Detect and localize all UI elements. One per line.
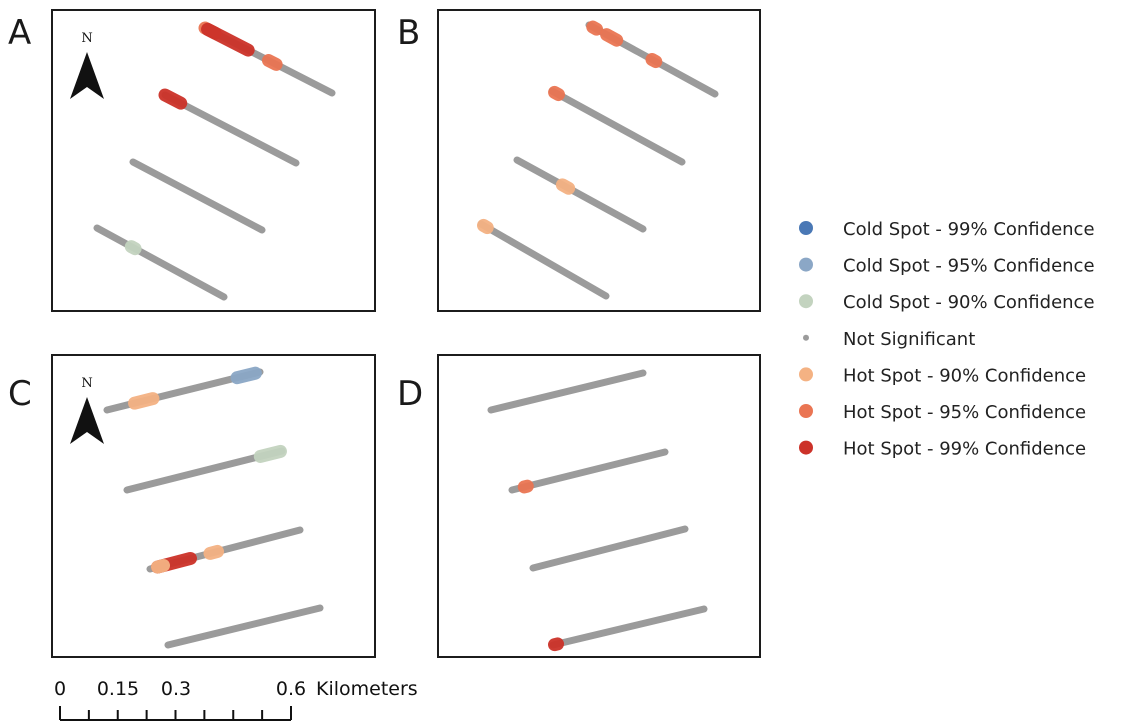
not-significant-points	[93, 224, 228, 301]
panel-frame	[437, 9, 761, 312]
hotspot-cluster-hot95	[645, 53, 663, 69]
not-significant-points	[548, 87, 686, 166]
map-panel-b: B	[397, 9, 761, 312]
north-label: N	[81, 31, 92, 46]
legend-swatch	[799, 367, 813, 382]
north-arrow-icon: N	[70, 31, 104, 99]
not-significant-points	[164, 604, 324, 649]
panel-label: C	[8, 374, 32, 414]
hotspot-cluster-hot95	[600, 28, 624, 47]
legend-swatch	[799, 257, 813, 272]
transect-line	[146, 526, 304, 574]
transect-line	[487, 369, 647, 414]
scale-tick-label: 0.15	[97, 678, 139, 700]
legend-label: Not Significant	[843, 329, 975, 350]
transect-line	[198, 21, 336, 97]
panel-frame	[51, 9, 376, 312]
hotspot-cluster-hot99	[201, 22, 255, 57]
scale-tick-label: 0	[54, 678, 66, 700]
legend-swatch	[803, 334, 809, 341]
hotspot-cluster-hot90	[555, 178, 576, 195]
transect-line	[477, 218, 610, 300]
north-label: N	[81, 376, 92, 391]
legend-label: Hot Spot - 99% Confidence	[843, 439, 1086, 460]
legend-swatch	[799, 221, 813, 235]
not-significant-points	[513, 156, 647, 233]
transect-line	[158, 88, 300, 167]
not-significant-points	[129, 158, 266, 234]
transect-line	[548, 85, 686, 166]
hotspot-cluster-cold90	[124, 240, 142, 256]
legend-swatch	[799, 294, 813, 309]
hotspot-cluster-hot90	[128, 392, 160, 410]
transect-line	[103, 366, 264, 414]
north-arrow-icon: N	[70, 376, 104, 444]
not-significant-points	[529, 525, 689, 572]
legend-label: Cold Spot - 90% Confidence	[843, 292, 1095, 313]
legend-label: Hot Spot - 90% Confidence	[843, 365, 1086, 386]
panel-label: B	[397, 13, 420, 53]
legend-item-cold90: Cold Spot - 90% Confidence	[799, 292, 1095, 313]
north-arrow-shape	[70, 397, 104, 444]
north-arrow-shape	[70, 52, 104, 99]
legend-swatch	[799, 404, 813, 418]
transect-line	[129, 158, 266, 234]
hotspot-cluster-cold95	[230, 366, 262, 385]
hotspot-cluster-hot99	[548, 637, 565, 652]
panel-label: D	[397, 374, 423, 414]
legend-label: Cold Spot - 95% Confidence	[843, 256, 1095, 277]
hotspot-cluster-hot90	[203, 544, 224, 560]
transect-line	[548, 605, 708, 652]
legend-item-hot95: Hot Spot - 95% Confidence	[799, 402, 1086, 423]
legend-item-ns: Not Significant	[803, 329, 975, 350]
transect-line	[164, 604, 324, 649]
hotspot-cluster-hot95	[548, 85, 565, 102]
legend-swatch	[799, 440, 813, 455]
panel-frame	[51, 354, 376, 658]
scale-tick-label: 0.6	[276, 678, 306, 700]
transect-line	[529, 525, 689, 572]
transect-line	[585, 20, 719, 98]
hotspot-cluster-hot95	[586, 20, 604, 36]
not-significant-points	[487, 369, 647, 414]
legend-item-cold99: Cold Spot - 99% Confidence	[799, 219, 1095, 240]
hotspot-cluster-hot95	[517, 479, 534, 494]
not-significant-points	[477, 220, 610, 300]
panel-label: A	[8, 13, 31, 53]
hotspot-cluster-hot95	[262, 54, 283, 71]
legend-item-hot99: Hot Spot - 99% Confidence	[799, 439, 1086, 460]
legend-item-hot90: Hot Spot - 90% Confidence	[799, 365, 1086, 386]
scale-tick-label: 0.3	[161, 678, 191, 700]
legend-label: Cold Spot - 99% Confidence	[843, 219, 1095, 240]
transect-line	[513, 156, 647, 233]
not-significant-points	[549, 605, 708, 649]
legend-item-cold95: Cold Spot - 95% Confidence	[799, 256, 1095, 277]
panel-frame	[437, 354, 761, 658]
transect-line	[123, 444, 287, 494]
transect-line	[508, 448, 669, 494]
map-panel-d: D	[397, 354, 761, 658]
legend-label: Hot Spot - 95% Confidence	[843, 402, 1086, 423]
scale-bar: 0 0.15 0.3 0.6 Kilometers	[54, 678, 418, 721]
hotspot-cluster-cold90	[253, 444, 287, 463]
legend: Cold Spot - 99% Confidence Cold Spot - 95…	[799, 219, 1095, 460]
hotspot-cluster-hot99	[158, 88, 188, 110]
hotspot-cluster-hot90	[477, 218, 494, 235]
not-significant-points	[508, 448, 669, 494]
hotspot-cluster-hot90	[151, 558, 170, 574]
scale-unit-label: Kilometers	[316, 678, 418, 700]
not-significant-points	[161, 91, 300, 167]
transect-line	[93, 224, 228, 301]
